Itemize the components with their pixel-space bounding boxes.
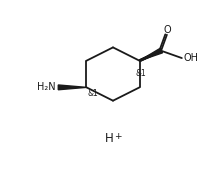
Text: O: O [163, 25, 171, 35]
Polygon shape [58, 85, 86, 90]
Text: OH: OH [183, 53, 198, 63]
Text: &1: &1 [135, 69, 146, 78]
Text: H: H [105, 132, 114, 145]
Polygon shape [140, 49, 163, 61]
Text: +: + [114, 132, 121, 141]
Text: &1: &1 [87, 89, 98, 98]
Text: H₂N: H₂N [37, 82, 56, 92]
